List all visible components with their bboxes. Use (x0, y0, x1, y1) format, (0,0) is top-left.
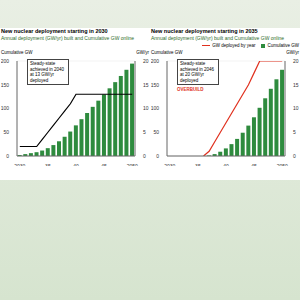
svg-text:45: 45 (101, 163, 107, 166)
svg-text:100: 100 (151, 105, 159, 111)
html-text:GW/yr: GW/yr (286, 50, 299, 55)
svg-text:2030: 2030 (164, 163, 175, 166)
svg-text:40: 40 (223, 163, 229, 166)
svg-text:0: 0 (8, 153, 9, 159)
svg-text:10: 10 (143, 105, 149, 111)
svg-text:35: 35 (45, 163, 51, 166)
html-text:GW deployed by year: GW deployed by year (212, 43, 256, 48)
html-text:Cumulative GW: Cumulative GW (267, 43, 299, 48)
html-text:New nuclear deployment startin: New nuclear deployment starting in 2035 (151, 28, 258, 34)
svg-text:40: 40 (73, 163, 79, 166)
svg-text:15: 15 (143, 82, 149, 88)
html-text:Cumulative GW: Cumulative GW (151, 50, 183, 55)
svg-text:20: 20 (143, 58, 149, 64)
svg-text:100: 100 (8, 105, 9, 111)
html-text:Annual deployment (GW/yr) buil: Annual deployment (GW/yr) built and Cumu… (1, 35, 135, 41)
svg-text:200: 200 (8, 58, 9, 64)
svg-text:5: 5 (143, 129, 146, 135)
html-text:Annual deployment (GW/yr) buil: Annual deployment (GW/yr) built and Cumu… (151, 35, 285, 41)
html-text:Steady-state achieved in 2046: Steady-state achieved in 2046 at 20 GW/y… (180, 61, 214, 83)
svg-text:2050: 2050 (127, 163, 138, 166)
html-text:GW/yr: GW/yr (136, 50, 149, 55)
svg-text:35: 35 (195, 163, 201, 166)
svg-text:0: 0 (143, 153, 146, 159)
html-text:Cumulative GW: Cumulative GW (1, 50, 33, 55)
svg-text:50: 50 (153, 129, 159, 135)
html-text:Steady-state achieved in 2040: Steady-state achieved in 2040 at 13 GW/y… (30, 61, 64, 83)
svg-text:150: 150 (8, 82, 9, 88)
svg-text:150: 150 (151, 82, 159, 88)
svg-text:0: 0 (156, 153, 159, 159)
svg-text:2050: 2050 (277, 163, 288, 166)
svg-text:50: 50 (8, 129, 9, 135)
html-text:New nuclear deployment startin: New nuclear deployment starting in 2030 (1, 28, 108, 34)
svg-text:45: 45 (251, 163, 257, 166)
svg-text:2030: 2030 (14, 163, 25, 166)
html-text:OVERBUILD: OVERBUILD (177, 87, 204, 92)
svg-text:200: 200 (151, 58, 159, 64)
